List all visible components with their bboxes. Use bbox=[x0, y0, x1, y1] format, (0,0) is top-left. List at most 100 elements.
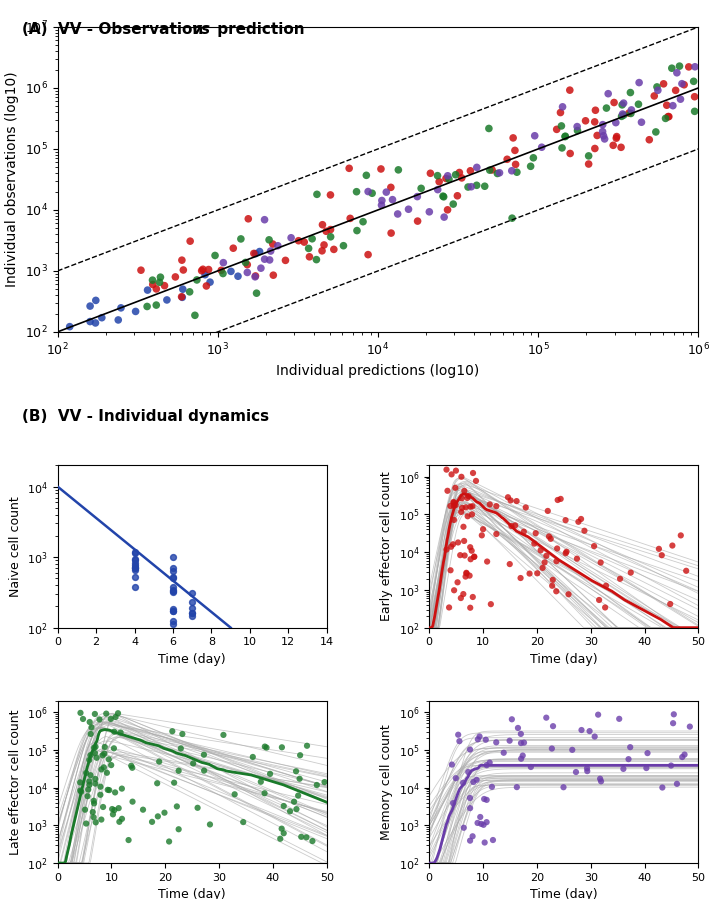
Point bbox=[351, 184, 362, 199]
Point bbox=[154, 275, 166, 289]
Point bbox=[107, 802, 118, 816]
Point bbox=[433, 174, 445, 189]
Point bbox=[116, 781, 127, 796]
Point bbox=[560, 513, 572, 528]
Point bbox=[590, 103, 601, 118]
Point bbox=[667, 99, 679, 113]
Point bbox=[279, 254, 291, 268]
Point bbox=[451, 189, 463, 203]
Point bbox=[583, 156, 595, 171]
Point bbox=[376, 198, 387, 212]
Point bbox=[547, 719, 559, 734]
Point bbox=[123, 832, 135, 847]
Point bbox=[608, 95, 620, 110]
Point bbox=[504, 734, 516, 748]
Point bbox=[402, 202, 414, 217]
Point bbox=[464, 568, 475, 583]
Point bbox=[186, 606, 198, 620]
Point bbox=[301, 739, 312, 753]
Point bbox=[264, 233, 275, 247]
Point bbox=[545, 531, 557, 546]
Point bbox=[167, 584, 179, 599]
Point bbox=[458, 821, 469, 835]
Point bbox=[325, 229, 336, 244]
Point bbox=[161, 293, 173, 307]
Point bbox=[475, 816, 487, 831]
Point bbox=[478, 817, 490, 832]
Point bbox=[456, 171, 467, 185]
Point bbox=[510, 518, 521, 532]
Point bbox=[642, 746, 653, 761]
Point bbox=[559, 129, 571, 144]
Point bbox=[153, 754, 165, 769]
Point bbox=[285, 230, 297, 245]
Point bbox=[357, 215, 369, 229]
Point bbox=[472, 815, 483, 830]
Point bbox=[463, 489, 474, 503]
Point bbox=[75, 783, 86, 797]
Point bbox=[461, 566, 472, 581]
Point bbox=[528, 151, 539, 165]
Point bbox=[176, 253, 188, 267]
Point bbox=[141, 299, 153, 314]
Point bbox=[594, 771, 606, 786]
Point bbox=[108, 741, 120, 755]
Point bbox=[600, 578, 612, 592]
Point bbox=[511, 780, 523, 795]
Point bbox=[517, 748, 528, 762]
Point bbox=[265, 244, 276, 258]
Point bbox=[490, 527, 502, 541]
Point bbox=[570, 765, 582, 779]
Point bbox=[524, 566, 536, 581]
Point bbox=[456, 504, 467, 519]
Point bbox=[608, 138, 619, 153]
Point bbox=[167, 604, 179, 619]
Point bbox=[251, 286, 262, 300]
Point bbox=[599, 601, 611, 615]
Point bbox=[467, 590, 479, 604]
Point bbox=[470, 474, 482, 488]
Point bbox=[311, 187, 323, 201]
Point bbox=[572, 120, 583, 134]
Point bbox=[556, 119, 567, 133]
Point bbox=[618, 761, 629, 776]
Point bbox=[102, 783, 114, 797]
Point bbox=[167, 571, 179, 585]
Point bbox=[440, 172, 451, 186]
Point bbox=[456, 491, 467, 505]
Point bbox=[381, 185, 392, 200]
Point bbox=[464, 500, 476, 514]
Point bbox=[446, 757, 458, 771]
Point bbox=[204, 275, 216, 289]
Point bbox=[511, 494, 523, 508]
Point bbox=[201, 279, 212, 293]
Point bbox=[459, 548, 470, 563]
Point bbox=[498, 745, 510, 760]
Point bbox=[481, 815, 492, 830]
Point bbox=[177, 282, 189, 297]
Point bbox=[191, 272, 202, 287]
Point bbox=[96, 813, 107, 827]
Point bbox=[467, 507, 478, 521]
Point bbox=[506, 164, 518, 178]
Point bbox=[249, 270, 261, 284]
Point bbox=[167, 583, 179, 598]
Point bbox=[554, 105, 566, 120]
Point bbox=[291, 802, 302, 816]
Point bbox=[611, 129, 623, 144]
Point bbox=[450, 498, 462, 512]
X-axis label: Time (day): Time (day) bbox=[158, 653, 226, 666]
Point bbox=[665, 759, 677, 773]
Point bbox=[366, 186, 378, 200]
Point bbox=[304, 250, 315, 264]
Point bbox=[184, 285, 195, 299]
Point bbox=[351, 223, 363, 237]
Point bbox=[295, 830, 307, 844]
Point bbox=[79, 803, 91, 817]
Point bbox=[84, 774, 95, 788]
Point bbox=[657, 780, 668, 795]
Point bbox=[56, 334, 68, 348]
Point bbox=[171, 799, 183, 814]
Point bbox=[454, 734, 465, 748]
Point bbox=[546, 579, 558, 593]
